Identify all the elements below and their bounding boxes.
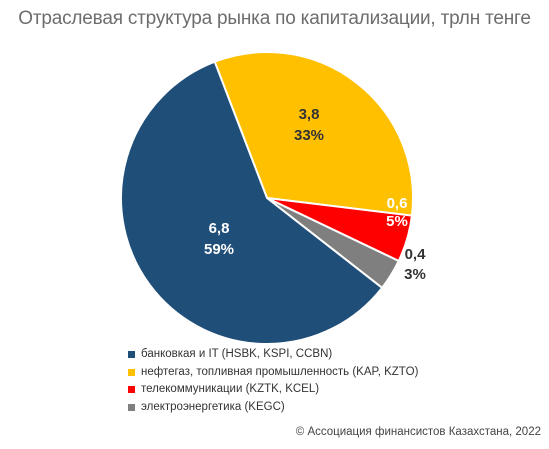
legend-item: электроэнергетика (KEGC) [128,399,418,417]
pie-slice [120,60,384,345]
legend-item: телекоммуникации (KZTK, KCEL) [128,381,418,399]
slice-percent-label: 33% [294,127,324,144]
legend-swatch [128,386,135,394]
legend-swatch [128,351,135,359]
legend-item: нефтегаз, топливная промышленность (KAP,… [128,364,418,382]
slice-percent-label: 59% [204,241,234,258]
source-note: © Ассоциация финансистов Казахстана, 202… [295,426,541,438]
legend-label: электроэнергетика (KEGC) [141,400,285,413]
legend-swatch [128,403,135,411]
slice-percent-label: 5% [386,213,408,230]
chart-legend: банковкая и IT (HSBK, KSPI, CCBN) нефтега… [128,346,418,416]
slice-percent-label: 3% [404,266,426,283]
slice-value-label: 6,8 [209,220,230,237]
chart-title: Отраслевая структура рынка по капитализа… [18,8,531,29]
legend-label: нефтегаз, топливная промышленность (KAP,… [141,365,419,378]
legend-label: банковкая и IT (HSBK, KSPI, CCBN) [141,348,333,360]
slice-value-label: 3,8 [299,106,320,123]
slice-value-label: 0,6 [387,195,408,212]
legend-swatch [128,368,135,376]
legend-label: телекоммуникации (KZTK, KCEL) [141,383,320,395]
pie-slice [213,51,414,217]
legend-item: банковкая и IT (HSBK, KSPI, CCBN) [128,346,418,364]
slice-value-label: 0,4 [405,246,427,263]
